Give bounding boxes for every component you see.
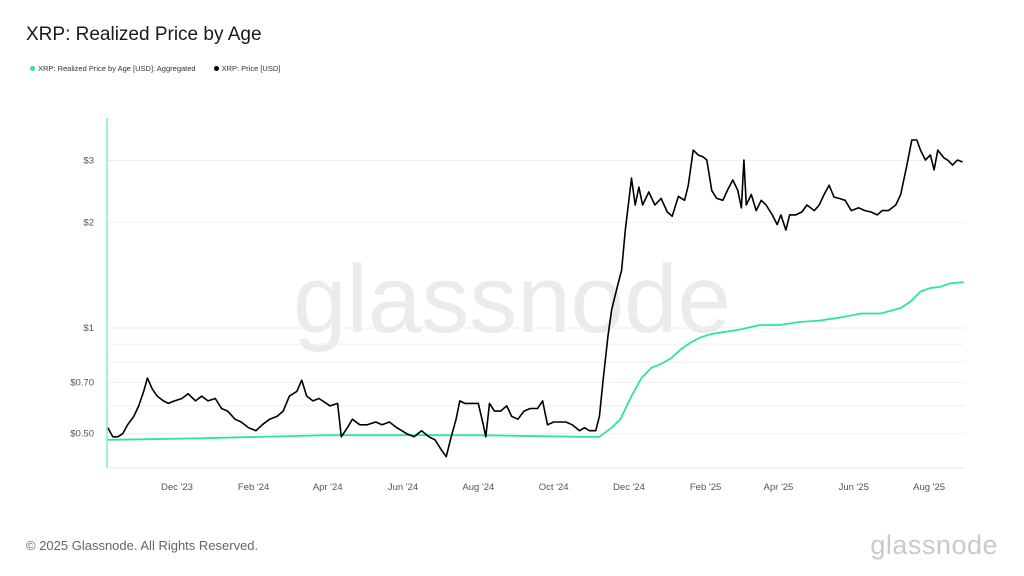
y-tick-label: $0.70 <box>70 377 94 388</box>
x-tick-label: Jun '24 <box>388 482 418 493</box>
watermark: glassnode <box>293 246 731 353</box>
y-tick-label: $2 <box>83 217 94 228</box>
x-tick-label: Dec '23 <box>161 482 193 493</box>
legend-dot-icon <box>30 66 35 71</box>
x-tick-label: Feb '24 <box>238 482 269 493</box>
legend-label: XRP: Realized Price by Age [USD]: Aggreg… <box>38 64 196 73</box>
chart-legend: XRP: Realized Price by Age [USD]: Aggreg… <box>30 64 280 73</box>
price-line <box>107 139 963 458</box>
x-tick-label: Aug '25 <box>913 482 945 493</box>
x-tick-label: Jun '25 <box>839 482 869 493</box>
y-tick-label: $0.50 <box>70 429 94 440</box>
page-title: XRP: Realized Price by Age <box>26 24 262 45</box>
x-tick-label: Apr '24 <box>313 482 343 493</box>
realized-price-line <box>107 281 964 441</box>
y-tick-label: $3 <box>83 155 94 166</box>
y-tick-label: $1 <box>83 323 94 334</box>
legend-dot-icon <box>213 66 219 71</box>
x-tick-label: Aug '24 <box>462 482 494 493</box>
x-tick-label: Oct '24 <box>539 482 569 493</box>
legend-label: XRP: Price [USD] <box>221 64 281 73</box>
x-tick-label: Dec '24 <box>613 482 645 493</box>
legend-item-price[interactable]: XRP: Price [USD] <box>213 64 281 73</box>
copyright-text: © 2025 Glassnode. All Rights Reserved. <box>26 538 259 553</box>
x-tick-label: Apr '25 <box>764 482 794 493</box>
x-tick-label: Feb '25 <box>690 482 721 493</box>
glassnode-logo: glassnode <box>870 530 998 560</box>
legend-item-realized-price[interactable]: XRP: Realized Price by Age [USD]: Aggreg… <box>30 64 196 73</box>
